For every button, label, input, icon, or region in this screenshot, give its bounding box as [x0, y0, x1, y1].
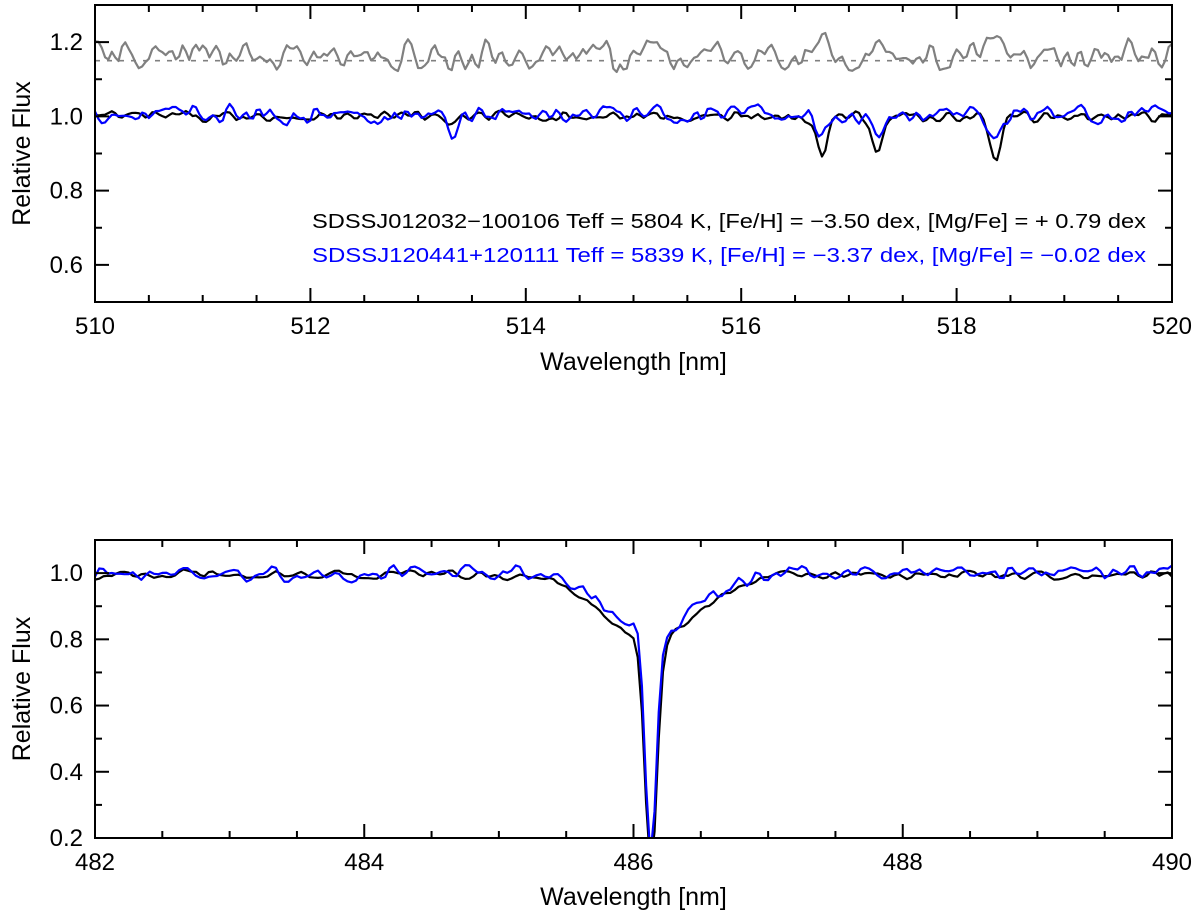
- series-line-2: [95, 564, 1172, 838]
- y-tick-label: 0.4: [50, 759, 83, 786]
- x-tick-label: 486: [613, 849, 653, 876]
- plot-frame: [94, 539, 1173, 839]
- x-tick-label: 512: [290, 313, 330, 340]
- y-tick-label: 0.8: [50, 178, 83, 205]
- series-line-1: [95, 568, 1172, 838]
- x-tick-label: 488: [883, 849, 923, 876]
- series-line-2: [95, 102, 1172, 140]
- top-panel: 510 512 514 516 518 520 0.6 0.8 1.0 1.2 Wavelength…: [8, 4, 1192, 376]
- y-tick-label: 1.0: [50, 103, 83, 130]
- y-tick-label: 0.2: [50, 825, 83, 852]
- series-line-1: [95, 109, 1172, 162]
- y-axis-label: Relative Flux: [8, 81, 36, 226]
- y-axis-label: Relative Flux: [8, 616, 36, 761]
- x-tick-label: 510: [75, 313, 115, 340]
- x-axis-label: Wavelength [nm]: [540, 883, 727, 911]
- bottom-panel: 482 484 486 488 490 0.2 0.4 0.6 0.8 1.0 Wavelength…: [8, 539, 1192, 911]
- x-tick-label: 482: [75, 849, 115, 876]
- x-tick-label: 490: [1152, 849, 1192, 876]
- y-tick-label: 1.2: [50, 29, 83, 56]
- annotation-1: SDSSJ012032−100106 Teff = 5804 K, [Fe/H]…: [312, 211, 1146, 233]
- x-tick-label: 484: [344, 849, 384, 876]
- x-axis-label: Wavelength [nm]: [540, 348, 727, 376]
- y-tick-label: 1.0: [50, 560, 83, 587]
- series-line-3: [95, 31, 1172, 74]
- x-tick-label: 518: [937, 313, 977, 340]
- x-tick-label: 520: [1152, 313, 1192, 340]
- annotation-2: SDSSJ120441+120111 Teff = 5839 K, [Fe/H]…: [312, 245, 1146, 267]
- x-tick-label: 516: [721, 313, 761, 340]
- y-tick-label: 0.6: [50, 693, 83, 720]
- y-tick-label: 0.6: [50, 252, 83, 279]
- y-tick-label: 0.8: [50, 626, 83, 653]
- x-tick-label: 514: [506, 313, 546, 340]
